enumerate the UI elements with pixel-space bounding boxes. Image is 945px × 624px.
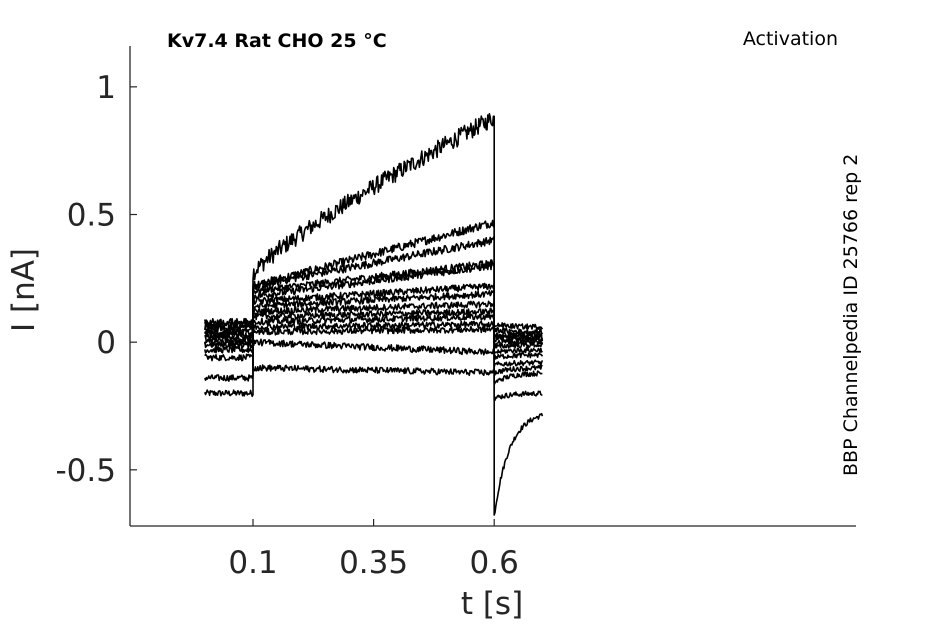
current-trace	[204, 282, 544, 360]
x-axis-ticks: 0.1 0.35 0.6	[228, 519, 519, 581]
chart-title: Kv7.4 Rat CHO 25 °C	[167, 30, 387, 52]
current-trace	[204, 307, 544, 346]
current-traces	[204, 113, 544, 516]
current-trace	[204, 317, 544, 377]
y-tick-label: 0.5	[67, 198, 116, 234]
current-trace	[204, 313, 544, 343]
protocol-label: Activation	[743, 28, 838, 50]
current-trace	[204, 323, 543, 338]
current-trace	[204, 300, 544, 350]
channelpedia-id-label: BBP Channelpedia ID 25766 rep 2	[840, 154, 862, 476]
y-axis-ticks: 1 0.5 0 -0.5	[56, 70, 137, 489]
y-axis-label: I [nA]	[6, 248, 42, 332]
plot-area: 1 0.5 0 -0.5 0.1 0.35 0.6	[56, 46, 856, 581]
current-trace	[204, 320, 544, 356]
current-trace	[204, 259, 543, 376]
current-trace	[204, 320, 544, 341]
x-axis-label: t [s]	[461, 586, 523, 622]
current-trace	[204, 113, 544, 516]
current-trace	[204, 235, 543, 386]
y-tick-label: 1	[96, 70, 116, 106]
y-tick-label: 0	[96, 325, 116, 361]
y-tick-label: -0.5	[56, 453, 117, 489]
x-tick-label: 0.6	[470, 545, 519, 581]
current-trace	[204, 289, 543, 354]
x-tick-label: 0.1	[228, 545, 277, 581]
x-tick-label: 0.35	[339, 545, 408, 581]
current-trace	[204, 261, 544, 368]
